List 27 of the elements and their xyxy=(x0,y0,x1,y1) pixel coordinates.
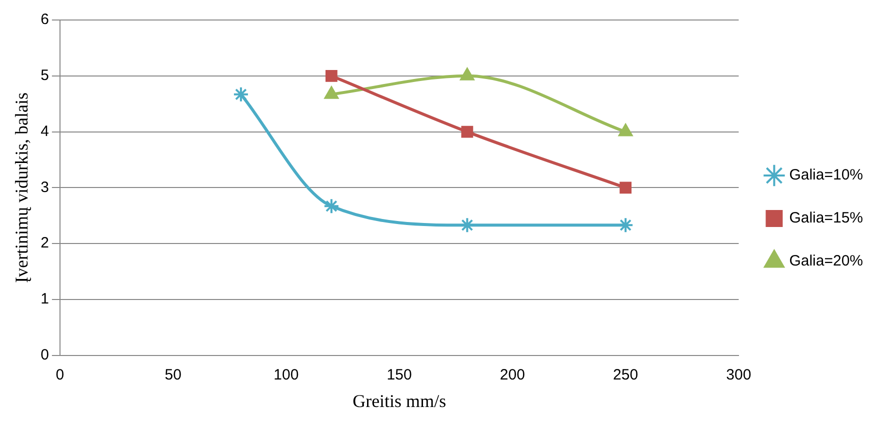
legend-label: Galia=15% xyxy=(789,210,864,227)
x-tick-label: 50 xyxy=(164,366,182,384)
y-tick-label: 6 xyxy=(40,11,49,28)
x-tick-label: 0 xyxy=(56,366,64,384)
x-tick-label: 300 xyxy=(726,366,752,384)
legend-label: Galia=10% xyxy=(789,166,864,184)
y-axis-title: Įvertinimų vidurkis, balais xyxy=(12,92,32,283)
point xyxy=(461,126,474,138)
point xyxy=(323,198,340,214)
y-tick-label: 2 xyxy=(40,234,49,252)
x-tick-label: 250 xyxy=(613,366,638,384)
point xyxy=(620,182,632,194)
x-axis-title: Greitis mm/s xyxy=(352,390,446,411)
y-tick-label: 5 xyxy=(40,67,49,84)
y-tick-label: 3 xyxy=(40,178,49,196)
y-tick-label: 0 xyxy=(40,346,49,364)
y-tick-label: 1 xyxy=(40,290,49,308)
point xyxy=(325,70,338,82)
y-tick-label: 4 xyxy=(40,122,49,140)
point xyxy=(618,124,633,136)
x-tick-label: 200 xyxy=(500,366,525,384)
point xyxy=(324,86,339,99)
x-tick-label: 100 xyxy=(274,366,299,384)
legend-label: Galia=20% xyxy=(789,252,864,270)
x-tick-label: 150 xyxy=(386,366,412,384)
point xyxy=(232,86,249,102)
point xyxy=(460,68,474,80)
